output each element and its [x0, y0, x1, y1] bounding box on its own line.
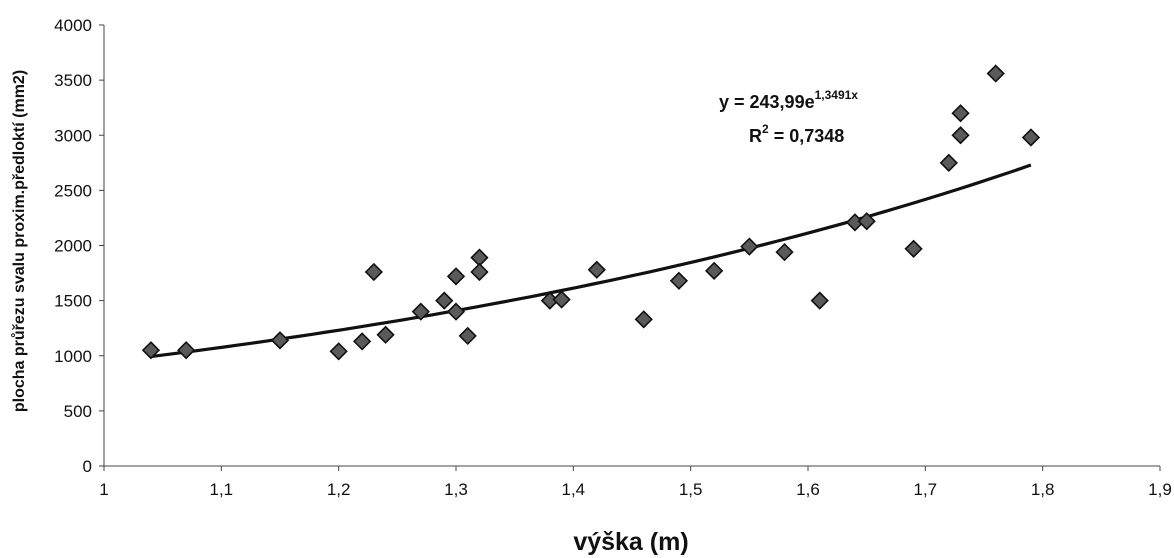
y-tick-label: 2500 — [54, 181, 92, 200]
data-point — [446, 302, 466, 321]
data-point — [986, 64, 1005, 83]
data-point — [857, 212, 876, 231]
x-tick-label: 1,8 — [1031, 480, 1055, 499]
data-point — [1021, 128, 1041, 147]
svg-text:y = 243,99e1,3491x: y = 243,99e1,3491x — [719, 88, 858, 112]
axes — [99, 24, 1161, 471]
equation-exponent: 1,3491x — [815, 88, 859, 102]
data-point — [141, 341, 161, 360]
data-point — [435, 291, 454, 310]
svg-text:R2 = 0,7348: R2 = 0,7348 — [749, 122, 844, 146]
x-tick-label: 1,6 — [796, 480, 820, 499]
data-point — [951, 126, 970, 145]
data-point — [470, 262, 489, 282]
data-point — [177, 341, 196, 360]
data-point — [634, 310, 653, 329]
data-point — [270, 331, 290, 350]
data-point — [740, 237, 759, 256]
data-point — [904, 239, 923, 258]
x-tick-label: 1,1 — [210, 480, 234, 499]
x-tick-label: 1 — [99, 480, 108, 499]
y-axis-title: plocha průřezu svalu proxim.předloktí (m… — [11, 70, 28, 412]
y-tick-label: 1000 — [54, 347, 92, 366]
data-point — [446, 267, 466, 286]
y-tick-label: 2000 — [54, 237, 92, 256]
data-point — [353, 332, 372, 351]
x-tick-label: 1,2 — [327, 480, 351, 499]
x-tick-label: 1,5 — [679, 480, 703, 499]
data-point — [376, 325, 395, 344]
r2-value: = 0,7348 — [769, 126, 845, 146]
data-point — [775, 242, 794, 262]
y-tick-label: 4000 — [54, 16, 92, 35]
equation-text: y = 243,99e — [719, 92, 815, 112]
x-tick-label: 1,4 — [562, 480, 586, 499]
y-tick-label: 3000 — [54, 126, 92, 145]
y-tick-label: 1500 — [54, 292, 92, 311]
data-point — [364, 262, 383, 282]
data-point — [411, 302, 430, 321]
data-point — [951, 104, 970, 123]
r2-superscript: 2 — [762, 122, 769, 136]
trendline — [150, 163, 1032, 359]
data-point — [705, 261, 724, 280]
trendline-equation: y = 243,99e1,3491x R2 = 0,7348 — [719, 88, 858, 146]
y-tick-label: 500 — [64, 402, 92, 421]
x-axis-title: výška (m) — [573, 528, 688, 556]
data-point — [552, 290, 571, 309]
x-tick-label: 1,9 — [1148, 480, 1172, 499]
r2-label: R — [749, 126, 762, 146]
data-point — [587, 260, 606, 279]
data-point — [810, 291, 829, 310]
data-point — [329, 342, 348, 361]
y-tick-label: 3500 — [54, 71, 92, 90]
data-point — [669, 271, 689, 290]
y-tick-label: 0 — [83, 457, 92, 476]
x-tick-label: 1,7 — [914, 480, 938, 499]
x-tick-label: 1,3 — [444, 480, 468, 499]
data-points — [141, 64, 1041, 361]
tick-labels: 0 500 1000 1500 2000 2500 3000 3500 4000 1 1,1 1,2 1… — [54, 16, 1172, 499]
data-point — [458, 326, 477, 346]
data-point — [939, 153, 958, 172]
